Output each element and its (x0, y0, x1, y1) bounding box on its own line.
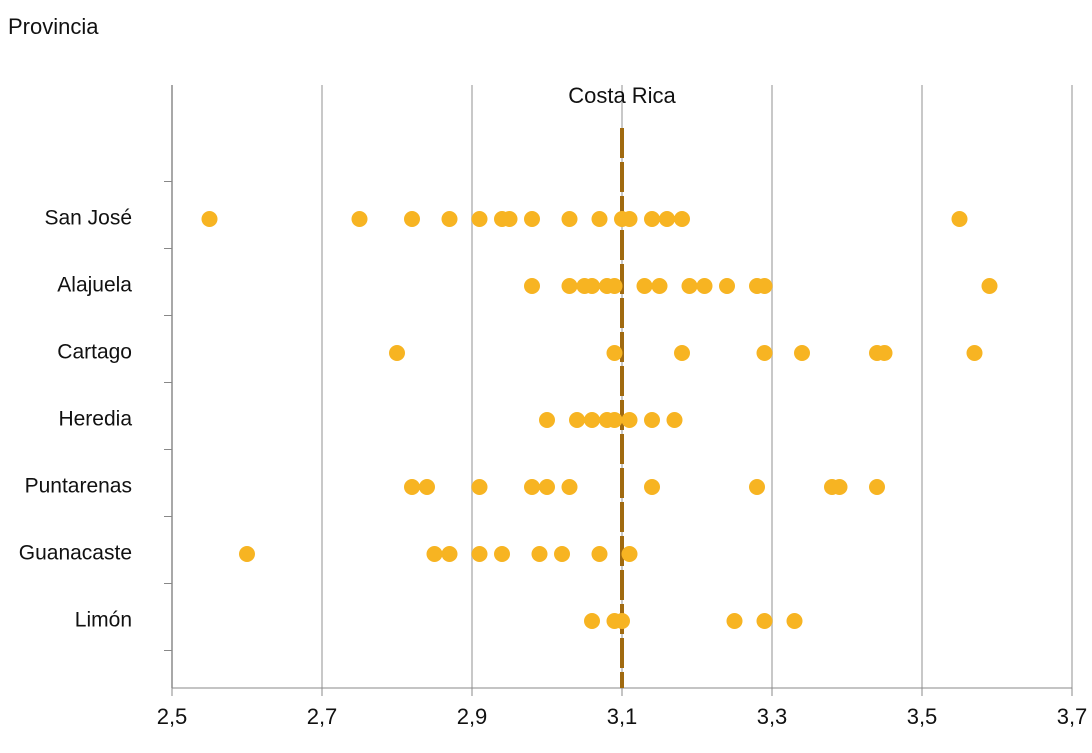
dot (651, 278, 668, 294)
dot (524, 479, 540, 495)
dot (644, 412, 660, 428)
dot (756, 345, 773, 361)
dot (471, 479, 488, 495)
dot (636, 278, 653, 294)
dot (644, 479, 660, 495)
dot (644, 211, 660, 227)
dot (426, 546, 443, 562)
x-tick-label: 3,7 (1057, 704, 1088, 729)
dot (606, 278, 623, 294)
dot (561, 278, 578, 294)
dot (471, 546, 488, 562)
dot (756, 613, 773, 629)
dot (554, 546, 570, 562)
dot (831, 479, 848, 495)
y-tick-label: Limón (75, 609, 132, 632)
dot (494, 546, 510, 562)
dot (471, 211, 488, 227)
dot (674, 345, 690, 361)
y-tick-label: Alajuela (57, 274, 132, 297)
dot (719, 278, 735, 294)
x-tick-label: 3,1 (607, 704, 638, 729)
x-tick-label: 2,9 (457, 704, 488, 729)
dot (794, 345, 810, 361)
dot (539, 412, 555, 428)
dot (726, 613, 743, 629)
x-tick-label: 2,7 (307, 704, 338, 729)
dot (584, 613, 600, 629)
dot (786, 613, 803, 629)
dot (584, 278, 600, 294)
dot (614, 613, 630, 629)
x-tick-label: 2,5 (157, 704, 188, 729)
dot (621, 211, 638, 227)
dot (621, 546, 638, 562)
dot (966, 345, 983, 361)
dot (351, 211, 368, 227)
dot (659, 211, 675, 227)
dot (569, 412, 585, 428)
dot (606, 345, 623, 361)
dot (756, 278, 773, 294)
dot (584, 412, 600, 428)
dot (591, 546, 608, 562)
dot (749, 479, 765, 495)
dot (531, 546, 548, 562)
dot (561, 479, 578, 495)
dot (441, 211, 458, 227)
y-tick-label: San José (44, 207, 132, 230)
dot (441, 546, 458, 562)
y-tick-label: Heredia (58, 408, 132, 431)
dot (539, 479, 555, 495)
dot (524, 211, 540, 227)
dot (876, 345, 893, 361)
y-tick-label: Puntarenas (25, 475, 132, 498)
y-tick-label: Guanacaste (19, 542, 132, 565)
dot (404, 479, 420, 495)
dot (419, 479, 435, 495)
reference-label: Costa Rica (568, 83, 676, 108)
dot (869, 479, 885, 495)
dot (591, 211, 608, 227)
dot (681, 278, 698, 294)
y-axis-title: Provincia (8, 14, 99, 39)
dot (524, 278, 540, 294)
dot (201, 211, 218, 227)
dot (239, 546, 255, 562)
dot (501, 211, 518, 227)
dot (621, 412, 638, 428)
dot (696, 278, 713, 294)
y-tick-label: Cartago (57, 341, 132, 364)
x-tick-label: 3,3 (757, 704, 788, 729)
dot (674, 211, 690, 227)
x-tick-label: 3,5 (907, 704, 938, 729)
dot (561, 211, 578, 227)
dot (606, 412, 623, 428)
dot (951, 211, 968, 227)
dot (389, 345, 405, 361)
dot (981, 278, 998, 294)
dot (666, 412, 683, 428)
dot (404, 211, 420, 227)
